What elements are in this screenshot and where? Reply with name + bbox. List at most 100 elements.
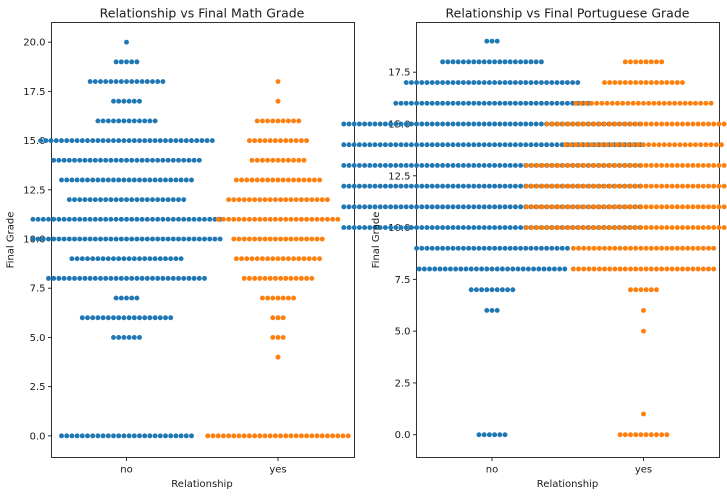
data-point-no — [440, 121, 446, 127]
data-point-no — [142, 315, 148, 321]
data-point-yes — [654, 162, 659, 168]
data-point-yes — [695, 204, 701, 210]
data-point-yes — [685, 121, 691, 127]
data-point-no — [56, 157, 62, 163]
data-point-no — [124, 236, 129, 242]
data-point-yes — [643, 287, 649, 293]
data-point-no — [486, 183, 492, 189]
data-point-no — [455, 142, 461, 148]
data-point-no — [121, 433, 127, 439]
data-point-no — [105, 315, 111, 321]
data-point-yes — [283, 138, 289, 144]
chart-title: Relationship vs Final Portuguese Grade — [446, 6, 690, 21]
data-point-no — [121, 118, 127, 124]
data-point-no — [150, 216, 155, 222]
y-tick-label: 20.0 — [23, 38, 45, 49]
data-point-no — [90, 315, 96, 321]
data-point-yes — [674, 121, 680, 127]
data-point-no — [445, 142, 451, 148]
data-point-no — [92, 197, 98, 203]
data-point-yes — [716, 183, 722, 189]
data-point-no — [139, 157, 145, 163]
data-point-no — [429, 225, 435, 231]
data-point-yes — [641, 142, 646, 148]
data-point-yes — [622, 183, 628, 189]
data-point-yes — [335, 216, 341, 222]
data-point-yes — [716, 162, 722, 168]
data-point-yes — [298, 275, 304, 281]
data-point-yes — [288, 138, 294, 144]
data-point-yes — [664, 121, 670, 127]
data-point-no — [492, 142, 498, 148]
data-point-no — [499, 287, 505, 293]
data-point-yes — [638, 287, 644, 293]
data-point-no — [142, 256, 148, 262]
data-point-no — [69, 433, 75, 439]
data-point-no — [528, 121, 534, 127]
data-point-no — [202, 275, 207, 281]
data-point-yes — [695, 225, 701, 231]
data-point-yes — [690, 204, 696, 210]
data-point-no — [51, 236, 57, 242]
data-point-yes — [296, 177, 302, 183]
data-point-no — [121, 177, 127, 183]
data-point-no — [100, 118, 106, 124]
data-point-no — [450, 100, 456, 106]
data-point-yes — [550, 162, 555, 168]
data-point-no — [382, 142, 388, 148]
data-point-no — [372, 121, 378, 127]
y-tick-label: 0.0 — [30, 431, 46, 442]
data-point-no — [445, 204, 451, 210]
data-point-no — [476, 142, 482, 148]
data-point-yes — [319, 197, 325, 203]
data-point-yes — [270, 118, 276, 124]
data-point-no — [116, 138, 122, 144]
y-tick-label: 12.5 — [388, 171, 410, 182]
data-point-no — [157, 138, 163, 144]
data-point-no — [440, 100, 446, 106]
data-point-yes — [278, 216, 284, 222]
data-point-no — [403, 204, 409, 210]
data-point-yes — [612, 121, 618, 127]
data-point-no — [82, 157, 88, 163]
data-point-no — [150, 236, 155, 242]
data-point-no — [152, 177, 158, 183]
data-point-no — [408, 183, 414, 189]
data-point-yes — [262, 275, 268, 281]
data-point-yes — [272, 138, 278, 144]
data-point-yes — [680, 162, 685, 168]
data-point-yes — [622, 80, 628, 86]
data-point-yes — [654, 245, 659, 251]
data-point-no — [479, 266, 485, 272]
data-point-no — [481, 121, 487, 127]
data-point-no — [111, 98, 116, 104]
data-point-yes — [324, 433, 330, 439]
data-point-no — [168, 315, 174, 321]
data-point-yes — [231, 216, 237, 222]
data-point-no — [559, 245, 565, 251]
data-point-yes — [270, 315, 276, 321]
data-point-yes — [674, 162, 680, 168]
data-point-yes — [296, 256, 302, 262]
data-point-yes — [622, 266, 628, 272]
data-point-no — [111, 118, 116, 124]
data-point-yes — [648, 225, 654, 231]
data-point-no — [121, 98, 127, 104]
data-point-no — [398, 162, 404, 168]
data-point-yes — [265, 177, 271, 183]
data-point-yes — [576, 245, 581, 251]
data-point-no — [157, 256, 163, 262]
data-point-yes — [711, 183, 717, 189]
data-point-yes — [565, 225, 571, 231]
data-point-no — [150, 197, 155, 203]
data-point-yes — [288, 236, 294, 242]
data-point-no — [505, 266, 511, 272]
data-point-yes — [607, 121, 613, 127]
data-point-no — [544, 100, 550, 106]
data-point-yes — [244, 256, 250, 262]
data-point-no — [512, 245, 518, 251]
data-point-yes — [550, 121, 555, 127]
data-point-no — [98, 275, 103, 281]
data-point-yes — [617, 266, 623, 272]
data-point-no — [144, 79, 150, 85]
